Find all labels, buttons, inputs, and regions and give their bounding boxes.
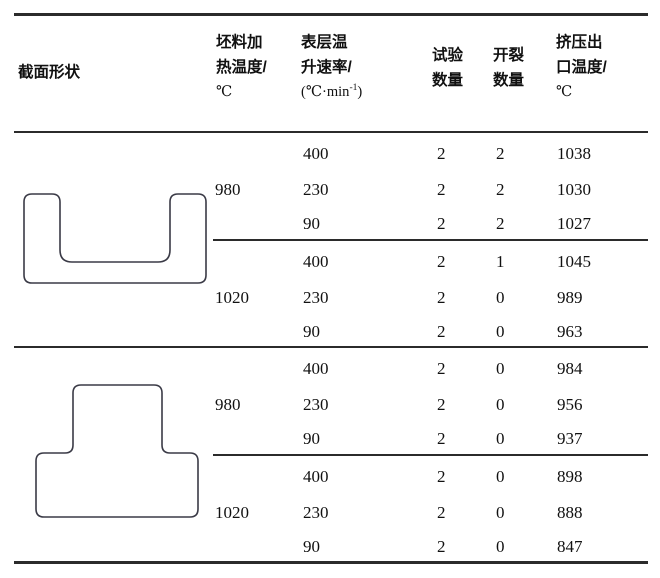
cell-rate: 230 bbox=[303, 288, 329, 307]
cell-exit-temp: 1027 bbox=[557, 214, 591, 233]
cell-cracks: 0 bbox=[496, 503, 505, 522]
cell-exit-temp: 898 bbox=[557, 467, 583, 486]
cell-trials: 2 bbox=[437, 214, 446, 233]
header-line: 表层温 bbox=[301, 34, 348, 51]
cell-exit-temp: 1038 bbox=[557, 144, 591, 163]
cell-rate: 90 bbox=[303, 322, 320, 341]
cell-rate: 400 bbox=[303, 144, 329, 163]
table-bottom-border bbox=[14, 561, 648, 564]
cell-billet-temp: 980 bbox=[215, 395, 241, 414]
header-line: 截面形状 bbox=[18, 64, 81, 81]
group-separator-section-2 bbox=[213, 454, 648, 456]
cell-exit-temp: 1030 bbox=[557, 180, 591, 199]
cell-trials: 2 bbox=[437, 395, 446, 414]
column-header-surface-temperature-rise-rate: 表层温 升速率/ (℃·min-1) bbox=[301, 30, 362, 105]
cell-cracks: 0 bbox=[496, 288, 505, 307]
cell-billet-temp: 1020 bbox=[215, 288, 249, 307]
table-top-border bbox=[14, 13, 648, 16]
cell-trials: 2 bbox=[437, 503, 446, 522]
cell-rate: 90 bbox=[303, 214, 320, 233]
cell-cracks: 0 bbox=[496, 359, 505, 378]
cell-cracks: 2 bbox=[496, 144, 505, 163]
cell-trials: 2 bbox=[437, 359, 446, 378]
cell-cracks: 0 bbox=[496, 467, 505, 486]
header-line: 数量 bbox=[432, 72, 464, 89]
cell-rate: 230 bbox=[303, 180, 329, 199]
cell-trials: 2 bbox=[437, 144, 446, 163]
header-unit-exponent: -1 bbox=[349, 82, 358, 94]
u-channel-profile-icon bbox=[23, 193, 207, 284]
cell-trials: 2 bbox=[437, 288, 446, 307]
header-line: 挤压出 bbox=[556, 34, 603, 51]
cell-exit-temp: 1045 bbox=[557, 252, 591, 271]
cell-cracks: 0 bbox=[496, 322, 505, 341]
cell-rate: 90 bbox=[303, 429, 320, 448]
cell-trials: 2 bbox=[437, 429, 446, 448]
cell-billet-temp: 1020 bbox=[215, 503, 249, 522]
column-header-extrusion-exit-temperature: 挤压出 口温度/ ℃ bbox=[556, 30, 607, 105]
cell-cracks: 1 bbox=[496, 252, 505, 271]
cell-rate: 400 bbox=[303, 252, 329, 271]
cell-rate: 230 bbox=[303, 395, 329, 414]
cell-rate: 400 bbox=[303, 467, 329, 486]
cell-exit-temp: 963 bbox=[557, 322, 583, 341]
header-unit: ℃ bbox=[216, 84, 233, 100]
header-line: 试验 bbox=[432, 47, 464, 64]
cell-trials: 2 bbox=[437, 322, 446, 341]
cell-exit-temp: 937 bbox=[557, 429, 583, 448]
cell-trials: 2 bbox=[437, 467, 446, 486]
cell-rate: 230 bbox=[303, 503, 329, 522]
header-line: 升速率/ bbox=[301, 59, 352, 76]
inverted-t-profile-icon bbox=[35, 384, 199, 518]
cell-exit-temp: 989 bbox=[557, 288, 583, 307]
cell-exit-temp: 984 bbox=[557, 359, 583, 378]
header-unit: ℃ bbox=[556, 84, 573, 100]
cell-rate: 400 bbox=[303, 359, 329, 378]
cell-exit-temp: 888 bbox=[557, 503, 583, 522]
cell-cracks: 0 bbox=[496, 537, 505, 556]
cell-exit-temp: 847 bbox=[557, 537, 583, 556]
column-header-crack-quantity: 开裂 数量 bbox=[493, 43, 524, 93]
cell-cracks: 2 bbox=[496, 214, 505, 233]
cell-trials: 2 bbox=[437, 537, 446, 556]
header-unit: (℃·min-1) bbox=[301, 80, 362, 105]
column-header-billet-heating-temperature: 坯料加 热温度/ ℃ bbox=[216, 30, 267, 105]
cell-trials: 2 bbox=[437, 180, 446, 199]
cell-rate: 90 bbox=[303, 537, 320, 556]
u-channel-profile-figure bbox=[22, 192, 208, 288]
header-line: 热温度/ bbox=[216, 59, 267, 76]
header-line: 开裂 bbox=[493, 47, 525, 64]
header-line: 数量 bbox=[493, 72, 525, 89]
header-line: 坯料加 bbox=[216, 34, 263, 51]
inverted-t-profile-figure bbox=[32, 383, 202, 523]
cell-cracks: 0 bbox=[496, 429, 505, 448]
header-unit-body: (℃·min bbox=[301, 84, 350, 100]
cell-trials: 2 bbox=[437, 252, 446, 271]
header-unit-tail: ) bbox=[357, 84, 363, 100]
column-header-section-shape: 截面形状 bbox=[18, 60, 80, 85]
cell-cracks: 2 bbox=[496, 180, 505, 199]
table-section-separator bbox=[14, 346, 648, 348]
cell-exit-temp: 956 bbox=[557, 395, 583, 414]
cell-billet-temp: 980 bbox=[215, 180, 241, 199]
header-line: 口温度/ bbox=[556, 59, 607, 76]
column-header-trial-quantity: 试验 数量 bbox=[432, 43, 463, 93]
cell-cracks: 0 bbox=[496, 395, 505, 414]
group-separator-section-1 bbox=[213, 239, 648, 241]
table-header-separator bbox=[14, 131, 648, 133]
